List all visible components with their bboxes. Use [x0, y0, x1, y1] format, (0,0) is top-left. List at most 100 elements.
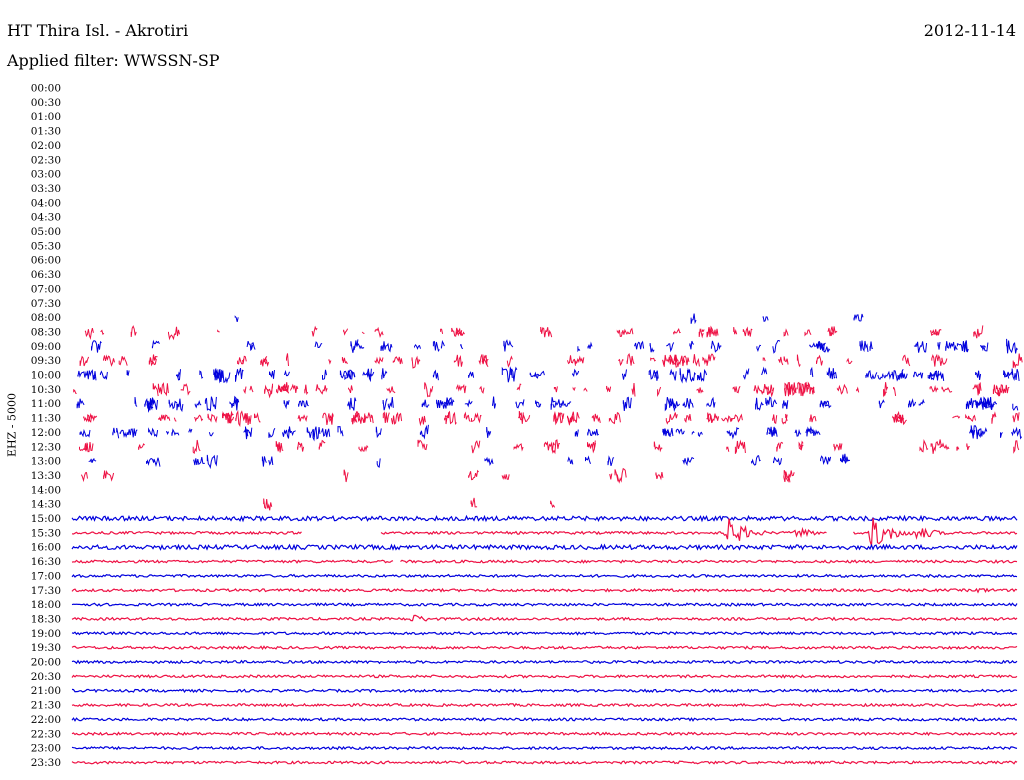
burst-0900-31: [963, 340, 969, 353]
burst-1200-26: [419, 424, 429, 440]
burst-1000-53: [284, 369, 290, 377]
row-label-0500: 05:00: [31, 226, 61, 238]
burst-0930-29: [674, 354, 686, 367]
burst-1130-40: [391, 411, 403, 425]
burst-0900-3: [460, 343, 464, 350]
trace-2130: [71, 702, 1018, 708]
row-label-1230: 12:30: [31, 441, 61, 453]
burst-1130-25: [297, 414, 308, 422]
burst-0930-28: [286, 353, 289, 367]
burst-1200-43: [268, 427, 276, 438]
burst-1230-25: [833, 443, 843, 452]
burst-0900-13: [948, 341, 958, 351]
row-labels: 00:00 00:30 01:00 01:30 02:00 02:30 03:00 03:30…: [31, 83, 61, 769]
burst-0830-6: [84, 327, 94, 340]
burst-1100-17: [283, 400, 290, 410]
burst-1200-14: [1000, 432, 1003, 438]
burst-0930-10: [941, 357, 948, 366]
burst-1130-3: [785, 413, 788, 421]
row-label-1500: 15:00: [31, 513, 61, 525]
burst-1130-54: [895, 410, 907, 426]
burst-0930-35: [118, 356, 128, 366]
row-label-1730: 17:30: [31, 585, 61, 597]
burst-1230-17: [318, 439, 326, 450]
burst-0930-33: [411, 355, 421, 369]
burst-0900-18: [859, 340, 869, 353]
burst-1230-20: [591, 440, 596, 454]
burst-1000-29: [901, 371, 908, 380]
row-label-0300: 03:00: [31, 169, 61, 181]
burst-1100-42: [706, 396, 716, 408]
burst-1200-25: [288, 429, 296, 437]
burst-1130-1: [721, 415, 733, 424]
burst-1030-14: [276, 384, 288, 394]
burst-0830-24: [673, 328, 681, 335]
burst-1200-22: [662, 428, 672, 437]
burst-1200-35: [208, 432, 214, 437]
burst-1030-21: [553, 386, 558, 393]
burst-1000-42: [510, 366, 518, 382]
burst-0830-9: [361, 331, 365, 334]
burst-1000-35: [501, 366, 513, 383]
burst-1130-48: [730, 413, 743, 423]
burst-1200-34: [171, 428, 180, 436]
burst-0900-34: [587, 341, 593, 349]
burst-1300-3: [585, 455, 591, 464]
trace-1600: [71, 543, 1018, 551]
burst-1000-45: [697, 368, 708, 382]
burst-0900-8: [577, 346, 581, 353]
burst-1000-51: [1003, 370, 1013, 378]
burst-1430-1: [263, 498, 273, 511]
burst-1000-3: [93, 371, 97, 381]
burst-1230-14: [543, 440, 555, 451]
burst-1030-2: [264, 383, 274, 395]
row-label-1030: 10:30: [31, 384, 61, 396]
burst-1130-50: [329, 412, 334, 421]
burst-1030-3: [180, 383, 191, 396]
burst-1030-31: [753, 384, 764, 395]
burst-0900-1: [151, 339, 160, 349]
burst-1200-42: [970, 425, 982, 440]
burst-1300-12: [153, 457, 161, 467]
burst-1000-17: [929, 370, 939, 381]
burst-1230-13: [297, 441, 305, 452]
burst-0900-14: [503, 339, 514, 352]
row-label-0130: 01:30: [31, 126, 61, 138]
burst-1230-3: [798, 440, 804, 449]
burst-1030-6: [893, 386, 897, 396]
burst-1200-19: [249, 427, 253, 437]
burst-0930-39: [846, 357, 853, 364]
burst-0830-21: [930, 329, 941, 336]
burst-0930-12: [341, 357, 348, 365]
burst-1200-39: [79, 428, 91, 438]
burst-0800-2: [762, 316, 769, 322]
burst-1300-17: [484, 456, 494, 466]
burst-1130-26: [222, 410, 234, 424]
burst-1230-7: [776, 441, 784, 452]
burst-1000-10: [362, 371, 375, 379]
burst-1030-47: [631, 382, 636, 397]
burst-0900-16: [380, 341, 393, 353]
burst-0930-8: [778, 356, 784, 366]
burst-1030-29: [315, 384, 328, 395]
row-label-1530: 15:30: [31, 527, 61, 539]
row-label-0200: 02:00: [31, 140, 61, 152]
burst-1130-16: [382, 411, 390, 424]
burst-0830-3: [701, 328, 705, 333]
row-label-1800: 18:00: [31, 599, 61, 611]
burst-1130-37: [567, 411, 580, 426]
burst-1130-0: [991, 411, 997, 424]
burst-1100-33: [908, 398, 917, 408]
burst-1000-41: [213, 368, 224, 384]
burst-1000-43: [648, 369, 659, 380]
burst-1030-27: [152, 383, 159, 397]
row-label-2000: 20:00: [31, 657, 61, 669]
row-label-1200: 12:00: [31, 427, 61, 439]
burst-1130-47: [518, 414, 531, 423]
row-label-1400: 14:00: [31, 484, 61, 496]
burst-1300-6: [751, 455, 761, 466]
burst-0830-11: [374, 326, 384, 339]
row-label-1630: 16:30: [31, 556, 61, 568]
trace-2030: [71, 673, 1018, 679]
burst-1030-25: [992, 384, 1003, 397]
